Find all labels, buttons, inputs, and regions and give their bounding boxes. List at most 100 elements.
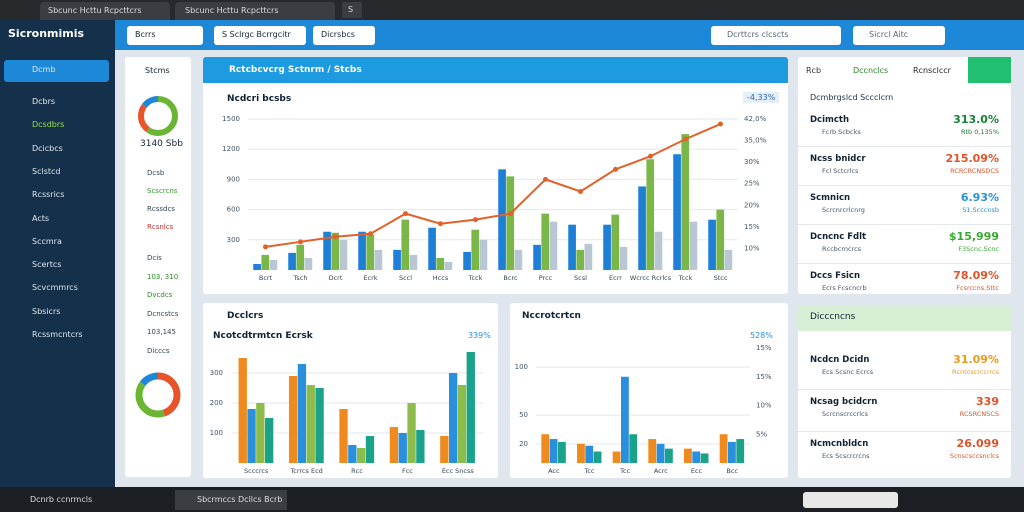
sidebar-item[interactable]: Scertcs bbox=[32, 260, 62, 270]
summary-item: 103,145 bbox=[147, 328, 176, 336]
y-tick-label: 1500 bbox=[222, 115, 240, 123]
bar bbox=[471, 229, 480, 270]
taskbar-item[interactable]: Dcnrb ccnrmcls bbox=[30, 495, 93, 504]
badge: 339% bbox=[468, 331, 491, 340]
bar bbox=[611, 214, 620, 270]
sidebar-item[interactable]: Dcsdbrs bbox=[32, 120, 65, 130]
sidebar-item[interactable]: Dcbrs bbox=[32, 97, 56, 106]
y-tick-label: 50 bbox=[519, 411, 528, 419]
lower-panel: Dicccncns Ncdcn Dcidn Ecs Scsnc Ecrcs 31.09… bbox=[798, 305, 1011, 478]
sidebar-item[interactable]: Dcmb bbox=[4, 60, 109, 82]
bar bbox=[253, 263, 261, 270]
bar bbox=[724, 249, 733, 270]
x-tick-label: Ecrr bbox=[609, 274, 622, 282]
header-button[interactable]: Bcrrs bbox=[127, 26, 203, 45]
panel-tab[interactable]: Rcb bbox=[806, 66, 822, 75]
summary-item: Dicccs bbox=[147, 346, 170, 355]
bar bbox=[479, 239, 488, 270]
search-box[interactable]: Dcrttcrs clcscts bbox=[711, 26, 841, 45]
panel-title: Dcmbrgslcd Sccclcrn bbox=[810, 93, 894, 102]
bar bbox=[664, 448, 673, 463]
sidebar-item[interactable]: Sccmra bbox=[32, 236, 62, 246]
chart: 20 50 100 15% 15% 10% 5% Acc Tcc Tcc Acrc Ecc Bcc bbox=[515, 344, 772, 475]
bar bbox=[444, 261, 453, 270]
summary-item: Dcsb bbox=[147, 169, 165, 177]
bar bbox=[619, 246, 628, 270]
sidebar-item[interactable]: Rcssmcntcrs bbox=[32, 330, 83, 339]
bar bbox=[247, 409, 256, 463]
tab-accent bbox=[968, 57, 1011, 83]
taskbar-search[interactable] bbox=[803, 492, 898, 508]
bar bbox=[506, 176, 515, 270]
summary-item: Dcncstcs bbox=[147, 309, 179, 318]
bar bbox=[533, 244, 541, 270]
bar bbox=[736, 439, 745, 463]
chart-title: Ncdcri bcsbs bbox=[227, 94, 292, 104]
search-box[interactable]: Sicrcl Aitc bbox=[853, 26, 945, 45]
bar bbox=[719, 434, 728, 463]
bar bbox=[448, 373, 458, 463]
summary-item: Dcis bbox=[147, 254, 162, 262]
right-axis-label: 35,0% bbox=[744, 137, 767, 145]
row-sub-value: Rtb 0,135% bbox=[960, 128, 999, 136]
tab[interactable]: Sbcunc Hcttu Rcpcttcrs bbox=[40, 2, 170, 20]
bar bbox=[288, 376, 298, 463]
x-tick-label: Fcc bbox=[402, 467, 413, 475]
summary-title: Stcms bbox=[145, 66, 170, 75]
taskbar-item[interactable]: Sbcrmccs Dcllcs Bcrb bbox=[175, 490, 287, 510]
panel-tab[interactable]: Rcnsclccr bbox=[913, 66, 951, 75]
bar bbox=[374, 249, 383, 270]
y-tick-label: 600 bbox=[227, 206, 240, 214]
bar bbox=[428, 227, 436, 270]
sidebar-item[interactable]: Sbsicrs bbox=[32, 306, 61, 316]
row-name: Ncmcnbldcn bbox=[810, 439, 869, 449]
bar bbox=[409, 254, 418, 270]
row-value: 78.09% bbox=[953, 269, 999, 282]
header-button[interactable]: Dicrsbcs bbox=[313, 26, 375, 45]
x-tick-label: Bcrt bbox=[259, 274, 273, 282]
bar bbox=[297, 364, 307, 463]
summary-panel: Stcms 3140 Sbb Dcsb Scscrcns Rcssdcs Rcsnlcs D… bbox=[125, 57, 191, 477]
bar bbox=[549, 221, 558, 270]
bar bbox=[621, 376, 629, 463]
bar bbox=[306, 385, 315, 463]
panel-tab[interactable]: Dccnclcs bbox=[853, 66, 889, 75]
sidebar-item[interactable]: Scvcmmrcs bbox=[32, 283, 78, 293]
header-button[interactable]: S Sclrgc Bcrrgcitr bbox=[214, 26, 306, 45]
bar bbox=[689, 221, 698, 270]
row-value: 26.099 bbox=[956, 437, 999, 450]
bar bbox=[339, 409, 348, 463]
row-sub: Ecs Scsnc Ecrcs bbox=[822, 368, 874, 376]
bar bbox=[304, 257, 313, 270]
sidebar bbox=[0, 50, 115, 487]
sidebar-item[interactable]: Acts bbox=[32, 213, 50, 223]
right-axis-label: 15% bbox=[756, 344, 772, 352]
row-sub-value: Scnscsccsnclcs bbox=[949, 452, 999, 460]
right-panel: Rcb Dccnclcs Rcnsclccr Dcmbrgslcd Sccclcrn D… bbox=[798, 57, 1011, 294]
x-tick-label: Tcc bbox=[619, 467, 630, 475]
sidebar-item[interactable]: Rcssrics bbox=[32, 190, 65, 200]
bar bbox=[568, 224, 576, 270]
bar bbox=[457, 385, 467, 463]
bar bbox=[348, 445, 357, 463]
right-axis-label: 30% bbox=[744, 158, 760, 166]
tab[interactable]: S bbox=[342, 2, 362, 18]
sidebar-item[interactable]: Dcicbcs bbox=[32, 143, 63, 153]
row-name: Dcncnc Fdlt bbox=[810, 232, 867, 242]
line-point bbox=[333, 234, 338, 240]
tab[interactable]: Sbcunc Hcttu Rcpcttcrs bbox=[175, 2, 335, 20]
x-tick-label: Acrc bbox=[654, 467, 668, 475]
row-sub: Ecs Scscrcrcns bbox=[822, 452, 870, 460]
line-point bbox=[718, 121, 723, 127]
row-sub-value: S1.Scccnsb bbox=[962, 206, 999, 214]
row-value: 6.93% bbox=[960, 191, 999, 204]
x-tick-label: Ecc Sncss bbox=[442, 467, 475, 475]
row-sub: Rccbcrncrcs bbox=[822, 245, 862, 253]
row-divider bbox=[798, 431, 1011, 432]
row-value: $15,999 bbox=[948, 230, 999, 243]
right-axis-label: 42,0% bbox=[744, 115, 767, 123]
sidebar-item[interactable]: Sclstcd bbox=[32, 166, 61, 176]
bar bbox=[315, 388, 324, 463]
row-name: Ncss bnidcr bbox=[810, 154, 866, 164]
bar bbox=[323, 231, 331, 270]
